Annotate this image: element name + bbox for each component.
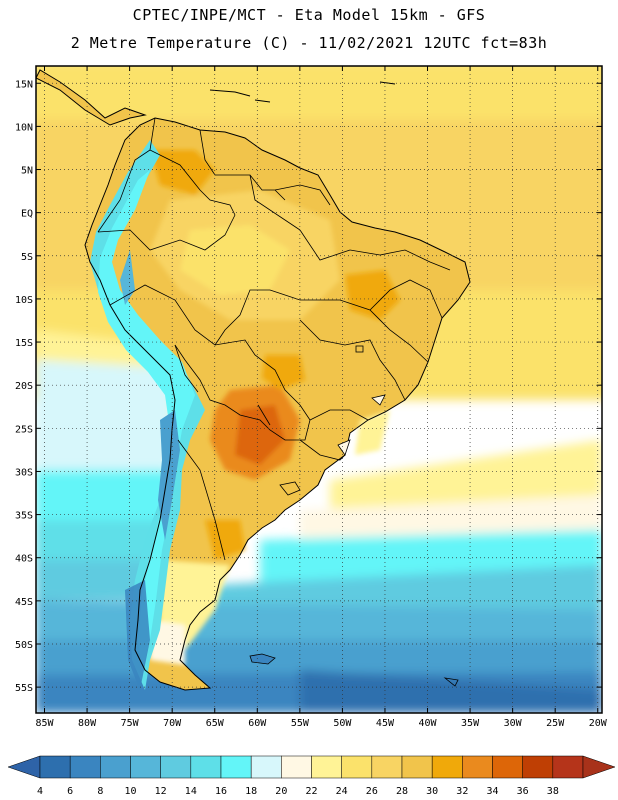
colorbar-high-arrow [582, 755, 616, 779]
colorbar-label: 14 [185, 786, 197, 797]
map-title: CPTEC/INPE/MCT - Eta Model 15km - GFS [132, 6, 486, 24]
lon-label: 70W [163, 718, 182, 729]
lat-label: 55S [15, 683, 33, 694]
colorbar-swatch [371, 755, 403, 779]
colorbar-swatch [190, 755, 222, 779]
colorbar-swatch [130, 755, 161, 779]
colorbar: 4 6 8 10 12 14 16 18 20 22 24 26 28 30 32 34 36 38 [7, 755, 616, 797]
latitude-labels: 15N 10N 5N EQ 5S 10S 15S 20S 25S 30S 35S 40S 45S 50S 5… [15, 79, 33, 694]
colorbar-label: 30 [426, 786, 438, 797]
lon-label: 45W [376, 718, 395, 729]
colorbar-label: 20 [275, 786, 287, 797]
colorbar-label: 6 [67, 786, 73, 797]
colorbar-swatch [552, 755, 584, 779]
colorbar-swatch [100, 755, 131, 779]
colorbar-label: 18 [245, 786, 257, 797]
lat-label: 25S [15, 424, 33, 435]
map-subtitle: 2 Metre Temperature (C) - 11/02/2021 12U… [70, 34, 548, 52]
lon-label: 25W [546, 718, 565, 729]
lat-label: 10N [15, 122, 33, 133]
colorbar-label: 22 [305, 786, 317, 797]
colorbar-swatch [250, 755, 282, 779]
lon-label: 50W [333, 718, 352, 729]
lon-label: 40W [418, 718, 437, 729]
lon-label: 60W [248, 718, 267, 729]
colorbar-swatch [281, 755, 312, 779]
lat-label: 45S [15, 597, 33, 608]
lon-label: 65W [206, 718, 225, 729]
lat-label: 10S [15, 295, 33, 306]
colorbar-label: 4 [37, 786, 43, 797]
colorbar-swatch [492, 755, 523, 779]
lon-label: 55W [291, 718, 310, 729]
colorbar-swatch [160, 755, 192, 779]
colorbar-label: 36 [517, 786, 529, 797]
colorbar-label: 16 [215, 786, 227, 797]
lat-label: 5N [21, 166, 33, 177]
lat-label: 5S [21, 252, 33, 263]
colorbar-label: 28 [396, 786, 408, 797]
lon-label: 20W [589, 718, 608, 729]
lon-label: 85W [35, 718, 54, 729]
colorbar-label: 12 [155, 786, 167, 797]
colorbar-swatch [69, 755, 101, 779]
colorbar-swatch [401, 755, 433, 779]
colorbar-label: 32 [456, 786, 468, 797]
colorbar-swatch [522, 755, 554, 779]
colorbar-label: 38 [547, 786, 559, 797]
map-frame [35, 65, 603, 714]
colorbar-swatch [431, 755, 463, 779]
lon-label: 30W [504, 718, 523, 729]
lat-label: 15N [15, 79, 33, 90]
colorbar-swatch [311, 755, 342, 779]
colorbar-label: 24 [336, 786, 348, 797]
colorbar-low-arrow [7, 755, 41, 779]
longitude-labels: 85W 80W 75W 70W 65W 60W 55W 50W 45W 40W 35W 30W 25W 2… [35, 718, 607, 729]
lon-label: 80W [78, 718, 97, 729]
lon-label: 75W [121, 718, 140, 729]
colorbar-label: 34 [486, 786, 498, 797]
lat-label: 50S [15, 640, 33, 651]
lat-label: 40S [15, 554, 33, 565]
lat-label: 20S [15, 381, 33, 392]
lat-label: 35S [15, 511, 33, 522]
colorbar-label: 10 [124, 786, 136, 797]
temperature-field [36, 66, 602, 713]
colorbar-swatch [462, 755, 493, 779]
lat-label: 15S [15, 338, 33, 349]
lat-label: 30S [15, 467, 33, 478]
colorbar-label: 26 [366, 786, 378, 797]
colorbar-swatch [39, 755, 71, 779]
colorbar-swatch [220, 755, 252, 779]
lat-label: EQ [21, 209, 33, 220]
colorbar-label: 8 [97, 786, 103, 797]
colorbar-swatch [341, 755, 373, 779]
lon-label: 35W [461, 718, 480, 729]
